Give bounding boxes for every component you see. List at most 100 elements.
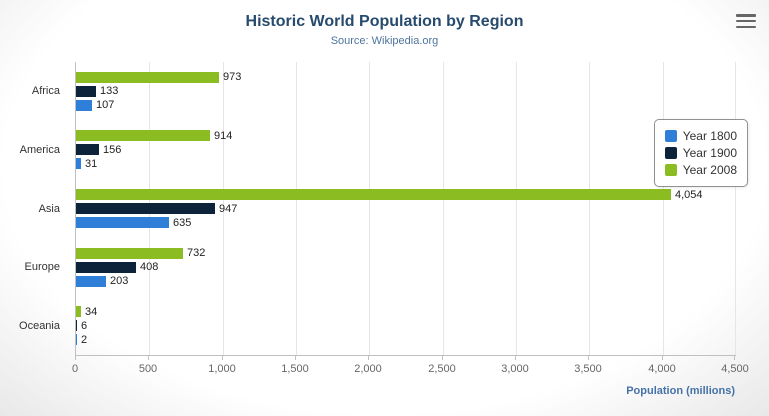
tick-mark	[222, 356, 223, 360]
bar-row: 6	[76, 319, 88, 332]
legend: Year 1800 Year 1900 Year 2008	[653, 119, 748, 187]
tick-mark	[442, 356, 443, 360]
hamburger-icon	[736, 14, 756, 17]
value-axis: 0 500 1,000 1,500 2,000 2,500 3,000 3,500 4,000 4…	[71, 356, 749, 386]
bar-asia-year-2008[interactable]	[76, 189, 671, 200]
bar-row: 635	[76, 216, 192, 229]
tick-label: 0	[71, 363, 79, 375]
legend-item-year-1900[interactable]: Year 1900	[664, 146, 737, 160]
bar-value-label: 635	[173, 216, 192, 229]
gridline	[516, 62, 517, 355]
bar-row: 408	[76, 261, 159, 274]
tick-mark	[148, 356, 149, 360]
bar-oceania-year-1800[interactable]	[76, 334, 77, 346]
bar-america-year-1900[interactable]	[76, 144, 99, 156]
bar-row: 156	[76, 143, 122, 156]
bar-row: 31	[76, 157, 98, 170]
legend-item-label: Year 2008	[682, 163, 737, 177]
bar-value-label: 947	[219, 202, 238, 215]
bar-value-label: 6	[81, 319, 88, 332]
gridline	[443, 62, 444, 355]
legend-item-year-2008[interactable]: Year 2008	[664, 163, 737, 177]
gridline	[369, 62, 370, 355]
bar-africa-year-1800[interactable]	[76, 99, 92, 111]
bar-europe-year-1800[interactable]	[76, 275, 106, 287]
category-label: America	[19, 143, 60, 156]
bar-europe-year-1900[interactable]	[76, 261, 136, 273]
bar-europe-year-2008[interactable]	[76, 247, 183, 259]
legend-swatch-icon	[664, 130, 677, 142]
tick-mark	[75, 356, 76, 360]
chart-subtitle: Source: Wikipedia.org	[330, 35, 439, 47]
tick-label: 4,000	[648, 363, 676, 375]
bar-value-label: 973	[223, 71, 242, 84]
category-label: Oceania	[19, 319, 60, 332]
bar-row: 732	[76, 247, 206, 260]
export-menu-button[interactable]	[736, 14, 756, 28]
bar-value-label: 107	[96, 99, 115, 112]
bar-row: 973	[76, 71, 242, 84]
tick-label: 4,500	[721, 363, 749, 375]
tick-mark	[734, 356, 735, 360]
bar-asia-year-1800[interactable]	[76, 217, 169, 228]
category-label: Africa	[31, 85, 60, 98]
bar-value-label: 4,054	[675, 188, 703, 201]
bar-row: 2	[76, 333, 88, 346]
bar-oceania-year-2008[interactable]	[76, 306, 81, 318]
legend-items: Year 1800 Year 1900 Year 2008	[664, 129, 737, 177]
bar-row: 133	[76, 85, 119, 98]
bar-value-label: 732	[187, 247, 206, 260]
bar-value-label: 34	[85, 305, 98, 318]
hamburger-icon	[736, 25, 756, 28]
tick-mark	[295, 356, 296, 360]
category-axis: Africa America Asia Europe Oceania	[0, 62, 68, 355]
bar-row: 914	[76, 129, 233, 142]
bar-value-label: 408	[140, 261, 159, 274]
hamburger-icon	[736, 19, 756, 23]
category-label: Asia	[38, 202, 60, 215]
bar-row: 107	[76, 99, 115, 112]
tick-mark	[515, 356, 516, 360]
gridline	[589, 62, 590, 355]
legend-item-label: Year 1800	[682, 129, 737, 143]
gridline	[296, 62, 297, 355]
legend-item-label: Year 1900	[682, 146, 737, 160]
bar-row: 4,054	[76, 188, 703, 201]
tick-label: 3,500	[574, 363, 602, 375]
bar-value-label: 2	[81, 333, 88, 346]
tick-mark	[662, 356, 663, 360]
tick-label: 1,000	[208, 363, 236, 375]
bar-value-label: 31	[85, 157, 98, 170]
bar-value-label: 914	[214, 129, 233, 142]
category-label: Europe	[24, 261, 60, 274]
plot-area: 973 133 107 914 156 31 4,054 947 635 732 408 203 34 6…	[75, 62, 736, 356]
bar-value-label: 133	[100, 85, 119, 98]
legend-swatch-icon	[664, 147, 677, 159]
x-axis-title: Population (millions)	[626, 385, 735, 397]
bar-value-label: 203	[110, 275, 129, 288]
bar-row: 34	[76, 305, 98, 318]
legend-swatch-icon	[664, 164, 677, 176]
bar-oceania-year-1900[interactable]	[76, 320, 77, 332]
tick-mark	[368, 356, 369, 360]
chart-title: Historic World Population by Region	[245, 13, 524, 30]
legend-item-year-1800[interactable]: Year 1800	[664, 129, 737, 143]
bar-asia-year-1900[interactable]	[76, 203, 215, 214]
bar-america-year-1800[interactable]	[76, 158, 81, 170]
bar-america-year-2008[interactable]	[76, 130, 210, 142]
bar-row: 203	[76, 275, 129, 288]
tick-label: 500	[138, 363, 158, 375]
tick-label: 1,500	[281, 363, 309, 375]
gridline	[663, 62, 664, 355]
tick-label: 2,500	[428, 363, 456, 375]
bar-africa-year-2008[interactable]	[76, 71, 219, 83]
tick-label: 2,000	[354, 363, 382, 375]
tick-label: 3,000	[501, 363, 529, 375]
tick-mark	[588, 356, 589, 360]
bar-africa-year-1900[interactable]	[76, 85, 96, 97]
bar-value-label: 156	[103, 143, 122, 156]
gridline	[735, 62, 736, 355]
gridline	[223, 62, 224, 355]
bar-row: 947	[76, 202, 238, 215]
